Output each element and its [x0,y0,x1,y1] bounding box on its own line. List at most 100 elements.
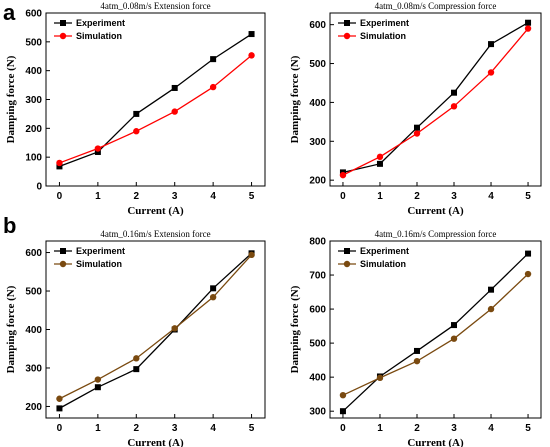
y-tick-label: 300 [309,407,326,418]
data-point-simulation [94,145,102,152]
data-point-experiment [413,124,420,131]
data-point-experiment [133,110,140,117]
y-tick-label: 700 [309,271,326,282]
data-point-simulation [450,335,458,342]
legend-label: Simulation [360,259,406,269]
legend-label: Experiment [76,246,125,256]
legend-label: Experiment [76,18,125,28]
x-tick-label: 2 [134,191,140,202]
data-point-experiment [525,250,532,257]
data-point-simulation [248,251,255,259]
data-point-experiment [451,89,458,96]
data-point-simulation [171,108,178,115]
panel-label-a: a [3,0,16,25]
plot-frame [329,12,542,187]
x-axis-label: Current (A) [407,437,464,447]
data-point-experiment [94,384,101,391]
data-point-simulation [56,159,63,167]
x-tick-label: 4 [488,191,494,202]
legend-label: Simulation [76,259,122,269]
chart-extension-008: 4atm_0.08m/s Extension force 0 1 2 3 4 5 0 100 20… [5,1,266,217]
series-line-experiment [342,22,529,174]
x-tick-label: 0 [340,423,346,434]
series-line-experiment [342,253,529,412]
data-point-simulation [171,325,178,332]
data-point-simulation [413,130,421,137]
data-point-experiment [413,347,420,354]
chart-title: 4atm_0.08m/s Compression force [375,1,497,11]
x-tick-label: 1 [377,423,383,434]
y-tick-label: 600 [309,20,326,31]
legend-marker [344,248,350,254]
y-tick-label: 800 [309,237,326,248]
chart-extension-016: 4atm_0.16m/s Extension force 0 1 2 3 4 5 200 300… [5,229,266,447]
y-tick-label: 500 [309,339,326,350]
y-axis-label: Damping force (N) [5,55,17,143]
chart-compression-016: 4atm_0.16m/s Compression force 0 1 2 3 4 5 300 4… [289,229,542,447]
data-point-experiment [248,31,255,38]
y-axis-label: Damping force (N) [289,285,301,373]
data-point-experiment [210,285,217,292]
data-point-simulation [524,25,532,32]
data-point-experiment [133,366,140,373]
x-axis-label: Current (A) [127,205,184,217]
y-tick-label: 100 [25,153,42,164]
legend-marker [60,20,66,26]
legend-marker [59,32,67,40]
series-line-experiment [59,252,252,409]
plot-frame [329,240,542,419]
data-point-simulation [339,391,347,399]
data-point-experiment [488,286,495,293]
y-tick-label: 400 [25,66,42,77]
data-point-experiment [339,408,346,415]
x-tick-label: 0 [340,191,346,202]
chart-compression-008: 4atm_0.08m/s Compression force 0 1 2 3 4 5 200 3… [289,1,542,217]
data-point-simulation [209,293,217,301]
data-point-experiment [94,148,101,155]
x-tick-label: 5 [249,191,255,202]
y-tick-label: 300 [25,95,42,106]
data-point-simulation [413,357,421,365]
y-tick-label: 400 [25,325,42,336]
x-tick-label: 2 [414,191,420,202]
x-tick-label: 5 [525,191,531,202]
x-tick-label: 1 [95,191,101,202]
data-point-simulation [487,305,495,313]
chart-title: 4atm_0.08m/s Extension force [100,1,210,11]
legend-marker [59,260,67,268]
y-tick-label: 500 [25,37,42,48]
x-tick-label: 4 [488,423,494,434]
series-line-simulation [59,54,252,164]
y-tick-label: 0 [36,182,42,193]
series-line-experiment [59,33,252,168]
data-point-simulation [209,83,217,91]
x-tick-label: 4 [210,191,216,202]
data-point-experiment [210,56,217,63]
x-tick-label: 5 [525,423,531,434]
y-tick-label: 400 [309,98,326,109]
y-tick-label: 200 [25,124,42,135]
data-point-experiment [56,163,63,170]
data-point-simulation [133,355,140,362]
x-tick-label: 3 [172,423,178,434]
y-tick-label: 500 [309,59,326,70]
x-tick-label: 4 [210,423,216,434]
legend-marker [343,260,351,268]
x-tick-label: 2 [414,423,420,434]
x-tick-label: 1 [377,191,383,202]
chart-title: 4atm_0.16m/s Extension force [100,229,210,239]
chart-title: 4atm_0.16m/s Compression force [375,229,497,239]
y-tick-label: 500 [25,287,42,298]
y-tick-label: 300 [25,363,42,374]
legend-marker [343,32,351,40]
series-line-simulation [342,273,529,396]
x-axis-label: Current (A) [127,437,184,447]
data-point-experiment [488,41,495,48]
data-point-simulation [487,69,495,76]
y-tick-label: 600 [25,9,42,20]
data-point-simulation [524,270,532,278]
data-point-experiment [171,84,178,91]
y-tick-label: 600 [309,305,326,316]
data-point-simulation [450,103,458,110]
x-tick-label: 3 [451,423,457,434]
